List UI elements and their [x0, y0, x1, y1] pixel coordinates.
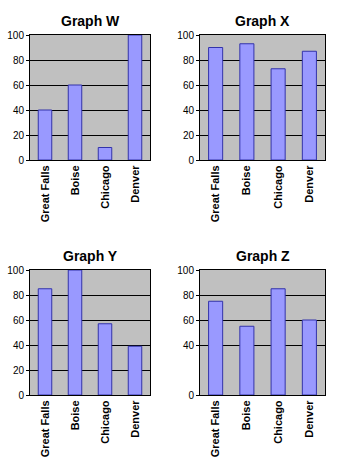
svg-text:Graph Z: Graph Z: [236, 248, 290, 264]
svg-text:100: 100: [7, 30, 24, 41]
svg-text:0: 0: [188, 390, 194, 401]
svg-text:0: 0: [18, 155, 24, 166]
svg-text:80: 80: [13, 290, 25, 301]
svg-text:Chicago: Chicago: [272, 400, 284, 444]
svg-text:Denver: Denver: [129, 400, 141, 438]
svg-text:40: 40: [13, 340, 25, 351]
svg-text:Graph X: Graph X: [235, 13, 290, 29]
svg-text:80: 80: [183, 290, 195, 301]
svg-text:Boise: Boise: [69, 165, 81, 195]
svg-text:20: 20: [13, 365, 25, 376]
svg-text:Graph W: Graph W: [61, 13, 120, 29]
svg-text:100: 100: [7, 265, 24, 276]
svg-text:60: 60: [13, 80, 25, 91]
svg-text:Denver: Denver: [129, 165, 141, 203]
svg-text:100: 100: [177, 265, 194, 276]
svg-text:Graph Y: Graph Y: [63, 248, 118, 264]
svg-text:0: 0: [188, 155, 194, 166]
svg-text:0: 0: [18, 390, 24, 401]
svg-text:Great Falls: Great Falls: [209, 400, 221, 457]
svg-text:60: 60: [13, 315, 25, 326]
svg-text:Boise: Boise: [69, 400, 81, 430]
svg-text:Chicago: Chicago: [99, 165, 111, 209]
svg-text:40: 40: [183, 340, 195, 351]
svg-text:20: 20: [13, 130, 25, 141]
svg-text:Great Falls: Great Falls: [209, 165, 221, 222]
svg-text:80: 80: [13, 55, 25, 66]
svg-text:Denver: Denver: [303, 400, 315, 438]
svg-text:100: 100: [177, 30, 194, 41]
svg-text:20: 20: [183, 130, 195, 141]
svg-text:60: 60: [183, 80, 195, 91]
svg-text:60: 60: [183, 315, 195, 326]
svg-text:80: 80: [183, 55, 195, 66]
svg-text:Great Falls: Great Falls: [39, 400, 51, 457]
svg-text:40: 40: [13, 105, 25, 116]
svg-text:Boise: Boise: [240, 400, 252, 430]
svg-text:Chicago: Chicago: [272, 165, 284, 209]
svg-text:40: 40: [183, 105, 195, 116]
svg-text:Denver: Denver: [303, 165, 315, 203]
svg-text:Chicago: Chicago: [99, 400, 111, 444]
svg-text:Great Falls: Great Falls: [39, 165, 51, 222]
svg-text:Boise: Boise: [240, 165, 252, 195]
